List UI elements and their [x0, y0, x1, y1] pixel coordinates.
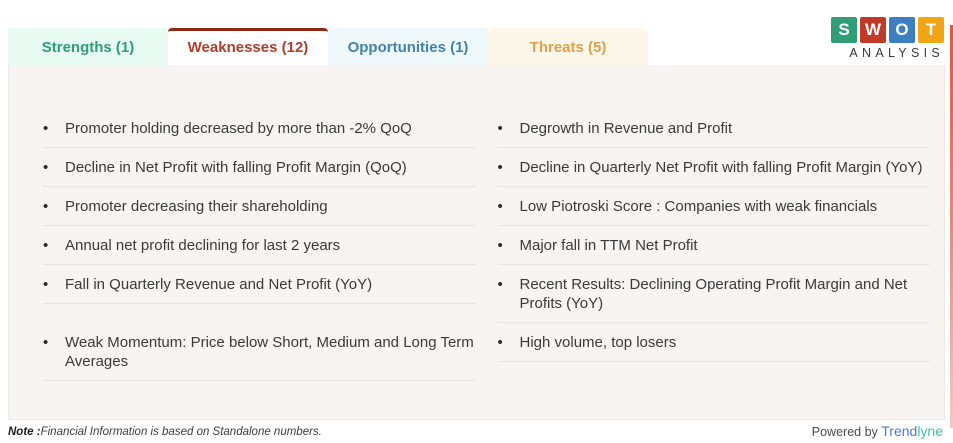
powered-by: Powered by Trendlyne	[812, 423, 943, 439]
logo-letter-w: W	[860, 17, 886, 43]
weakness-item-label: Promoter holding decreased by more than …	[65, 120, 412, 137]
weakness-item-label: Low Piotroski Score : Companies with wea…	[519, 198, 878, 215]
weakness-item[interactable]: • Annual net profit declining for last 2 …	[43, 226, 480, 265]
bullet-icon: •	[43, 120, 49, 137]
item-divider	[43, 225, 476, 226]
weakness-item[interactable]: • Fall in Quarterly Revenue and Net Profi…	[43, 265, 480, 323]
weakness-item-label: Annual net profit declining for last 2 y…	[65, 237, 341, 254]
weakness-item[interactable]: • Major fall in TTM Net Profit	[497, 226, 935, 265]
footnote-text: Financial Information is based on Standa…	[40, 426, 322, 438]
weakness-item-label: Decline in Net Profit with falling Profi…	[65, 159, 407, 176]
logo-letter-o: O	[889, 17, 915, 43]
swot-logo-squares: S W O T	[830, 17, 944, 43]
item-divider	[43, 186, 476, 187]
footnote-label: Note :	[8, 426, 41, 438]
logo-letter-s: S	[831, 17, 857, 43]
weakness-item-label: Recent Results: Declining Operating Prof…	[519, 276, 908, 312]
bullet-icon: •	[43, 237, 49, 254]
trendlyne-link[interactable]: Trendlyne	[881, 423, 943, 439]
weakness-item-label: Promoter decreasing their shareholding	[65, 198, 328, 215]
item-divider	[43, 264, 476, 265]
bullet-icon: •	[43, 159, 49, 176]
bullet-icon: •	[43, 334, 49, 351]
bullet-icon: •	[497, 198, 503, 215]
weakness-item-label: Weak Momentum: Price below Short, Medium…	[65, 334, 474, 370]
item-divider	[497, 361, 930, 362]
weakness-item[interactable]: • Recent Results: Declining Operating Pro…	[497, 265, 935, 323]
weaknesses-grid: • Promoter holding decreased by more than…	[9, 65, 944, 381]
bullet-icon: •	[497, 120, 503, 137]
weakness-item[interactable]: • Promoter decreasing their shareholding	[43, 187, 480, 226]
brand-green-part: lyne	[917, 423, 943, 439]
logo-letter-t: T	[918, 17, 944, 43]
bullet-icon: •	[43, 276, 49, 293]
item-divider	[497, 225, 930, 226]
weaknesses-panel: • Promoter holding decreased by more than…	[8, 65, 945, 420]
weakness-item-label: Decline in Quarterly Net Profit with fal…	[519, 159, 923, 176]
bullet-icon: •	[497, 237, 503, 254]
right-edge-line	[950, 25, 953, 428]
item-divider	[497, 147, 930, 148]
powered-by-text: Powered by	[811, 425, 882, 439]
item-divider	[43, 303, 476, 304]
bullet-icon: •	[497, 276, 503, 293]
item-divider	[43, 380, 476, 381]
item-divider	[497, 186, 930, 187]
footnote: Note :Financial Information is based on …	[8, 426, 322, 438]
tab-threats[interactable]: Threats (5)	[488, 28, 648, 65]
weakness-item[interactable]: • Degrowth in Revenue and Profit	[497, 109, 935, 148]
weakness-item-label: Major fall in TTM Net Profit	[519, 237, 698, 254]
weakness-item[interactable]: • Decline in Net Profit with falling Prof…	[43, 148, 480, 187]
logo-subtitle: ANALYSIS	[849, 46, 944, 60]
weakness-item[interactable]: • High volume, top losers	[497, 323, 935, 381]
weakness-item[interactable]: • Decline in Quarterly Net Profit with fa…	[497, 148, 935, 187]
bullet-icon: •	[497, 334, 503, 351]
tab-bar: Strengths (1) Weaknesses (12) Opportunit…	[8, 28, 648, 65]
weakness-item[interactable]: • Weak Momentum: Price below Short, Mediu…	[43, 323, 480, 381]
tab-strengths[interactable]: Strengths (1)	[8, 28, 168, 65]
weakness-item-label: High volume, top losers	[519, 334, 677, 351]
bullet-icon: •	[497, 159, 503, 176]
weakness-item-label: Degrowth in Revenue and Profit	[519, 120, 733, 137]
item-divider	[497, 322, 930, 323]
tab-opportunities[interactable]: Opportunities (1)	[328, 28, 488, 65]
item-divider	[43, 147, 476, 148]
brand-blue-part: Trend	[881, 423, 918, 439]
weakness-item[interactable]: • Low Piotroski Score : Companies with we…	[497, 187, 935, 226]
weakness-item[interactable]: • Promoter holding decreased by more than…	[43, 109, 480, 148]
bullet-icon: •	[43, 198, 49, 215]
tab-weaknesses[interactable]: Weaknesses (12)	[168, 28, 328, 65]
weakness-item-label: Fall in Quarterly Revenue and Net Profit…	[65, 276, 373, 293]
item-divider	[497, 264, 930, 265]
swot-logo: S W O T ANALYSIS	[830, 17, 944, 60]
